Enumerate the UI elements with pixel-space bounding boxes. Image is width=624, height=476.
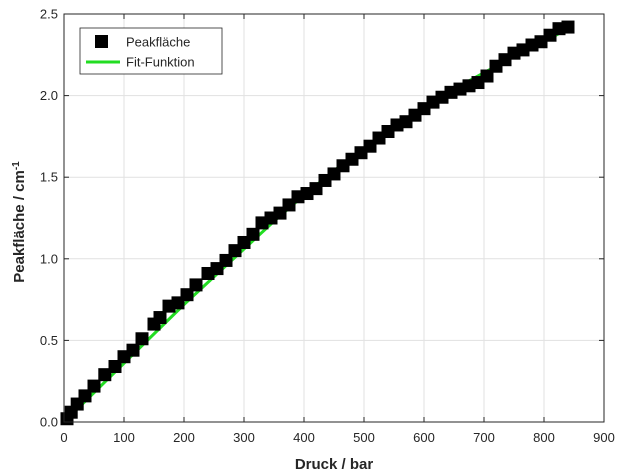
y-tick-label: 1.5 [40,170,58,185]
x-tick-labels: 0 100 200 300 400 500 600 700 800 900 [60,430,614,445]
x-tick-label: 300 [233,430,255,445]
plot-area [64,14,604,422]
axis-ticks [63,13,605,423]
x-tick-label: 800 [533,430,555,445]
y-tick-labels: 0.0 0.5 1.0 1.5 2.0 2.5 [40,7,58,430]
data-point-marker [246,227,260,241]
data-point-marker [219,253,233,267]
data-point-marker [87,379,101,393]
data-point-marker [135,332,149,346]
data-marker-layer [60,20,575,426]
data-point-marker [78,389,92,403]
y-tick-label: 2.0 [40,88,58,103]
data-point-marker [98,368,112,382]
x-tick-label: 600 [413,430,435,445]
y-axis-label-superscript: -1 [11,161,22,170]
x-tick-label: 500 [353,430,375,445]
data-point-marker [561,20,575,34]
x-tick-label: 0 [60,430,67,445]
legend: Peakfläche Fit-Funktion [79,27,223,75]
y-tick-label: 0.5 [40,333,58,348]
legend-marker-swatch [95,35,108,48]
x-tick-label: 900 [593,430,615,445]
legend-label-fit-funktion: Fit-Funktion [126,55,195,70]
y-tick-label: 0.0 [40,415,58,430]
x-tick-label: 100 [113,430,135,445]
y-axis-label-main: Peakfläche / cm [11,170,28,283]
data-point-marker [153,311,167,325]
data-point-marker [480,69,494,83]
data-point-marker [108,360,122,374]
x-axis-label: Druck / bar [295,456,374,471]
x-tick-label: 700 [473,430,495,445]
x-tick-label: 200 [173,430,195,445]
legend-label-peakflaeche: Peakfläche [126,35,190,50]
x-tick-label: 400 [293,430,315,445]
data-point-marker [180,288,194,302]
data-point-marker [126,343,140,357]
y-tick-label: 1.0 [40,251,58,266]
y-axis-label: Peakfläche / cm-1 [11,161,29,283]
plot-frame [63,13,605,423]
data-point-marker [189,278,203,292]
y-tick-label: 2.5 [40,7,58,22]
